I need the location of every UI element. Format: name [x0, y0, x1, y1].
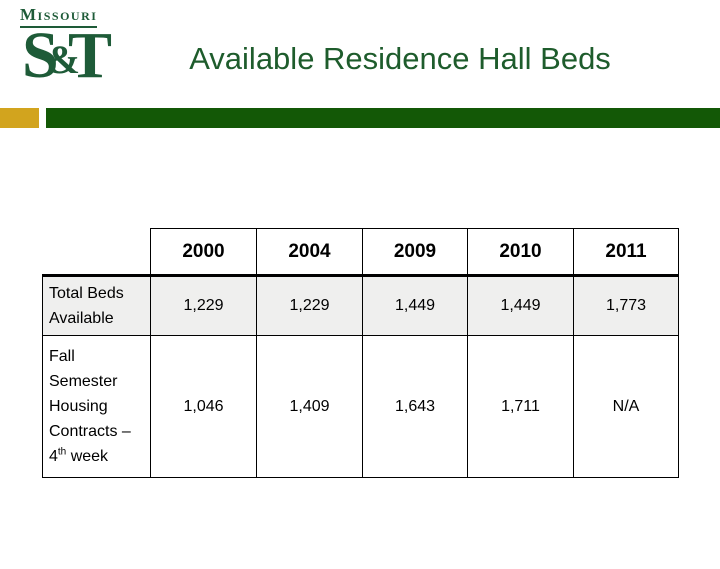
- row-label-total-beds: Total Beds Available: [42, 275, 151, 336]
- logo-letter-s: S: [22, 18, 59, 92]
- year-header-2000: 2000: [150, 228, 257, 277]
- table-cell: 1,711: [467, 335, 574, 478]
- table-cell: 1,449: [362, 275, 468, 336]
- row-label-text: week: [66, 448, 109, 465]
- table-cell: 1,643: [362, 335, 468, 478]
- table-cell: 1,229: [256, 275, 363, 336]
- year-header-2011: 2011: [573, 228, 679, 277]
- logo-st-mark: S & T: [22, 18, 113, 92]
- logo-missouri-text: Missouri: [20, 5, 98, 28]
- table-cell: N/A: [573, 335, 679, 478]
- year-header-2010: 2010: [467, 228, 574, 277]
- missouri-st-logo: Missouri S & T: [20, 5, 113, 92]
- row-label-superscript: th: [57, 446, 67, 458]
- table-cell: 1,449: [467, 275, 574, 336]
- table-cell: 1,046: [150, 335, 257, 478]
- table-row-total-beds: Total Beds Available 1,229 1,229 1,449 1…: [42, 275, 679, 336]
- table-cell: 1,773: [573, 275, 679, 336]
- table-corner-cell: [42, 228, 151, 277]
- year-header-2004: 2004: [256, 228, 363, 277]
- row-label-housing-contracts: Fall Semester Housing Contracts – 4th we…: [42, 335, 151, 478]
- table-cell: 1,229: [150, 275, 257, 336]
- residence-hall-beds-table: 2000 2004 2009 2010 2011 Total Beds Avai…: [42, 228, 679, 478]
- table-cell: 1,409: [256, 335, 363, 478]
- year-header-2009: 2009: [362, 228, 468, 277]
- logo-letter-t: T: [68, 18, 113, 92]
- row-label-text: Fall Semester Housing Contracts – 4: [49, 348, 131, 465]
- slide-title: Available Residence Hall Beds: [189, 41, 611, 76]
- accent-bar-green: [46, 108, 720, 128]
- logo-ampersand: &: [46, 36, 81, 82]
- table-row-housing-contracts: Fall Semester Housing Contracts – 4th we…: [42, 335, 679, 478]
- table-header-row: 2000 2004 2009 2010 2011: [42, 228, 679, 277]
- accent-bar-gold: [0, 108, 39, 128]
